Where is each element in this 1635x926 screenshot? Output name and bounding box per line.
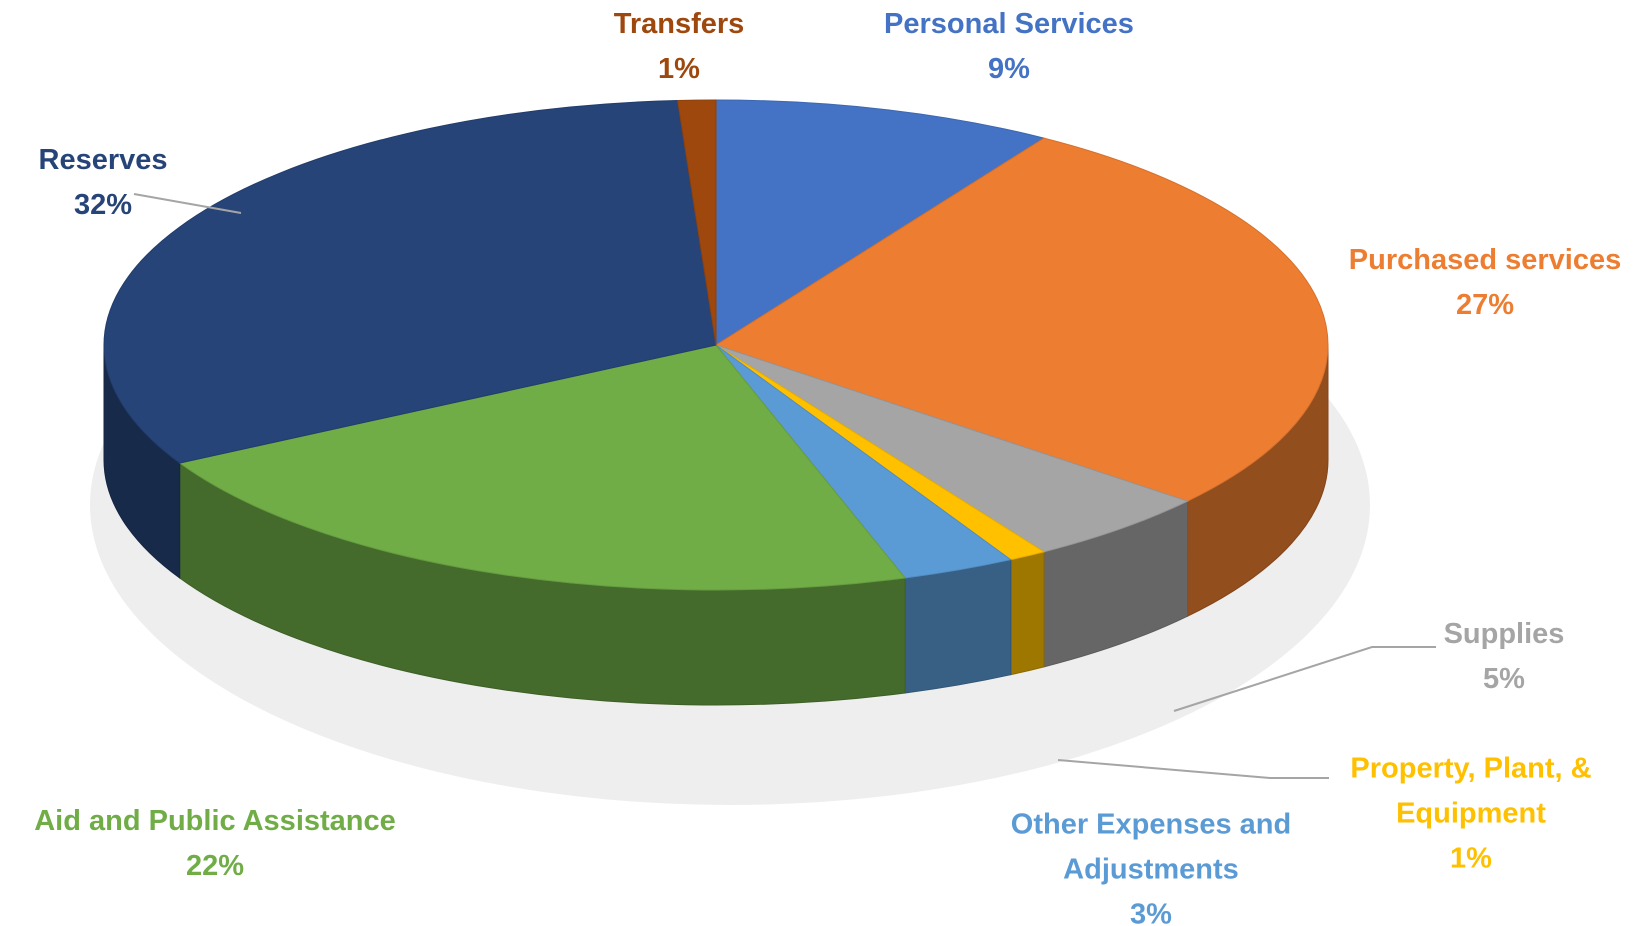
category-label: Property, Plant, & Equipment	[1350, 752, 1592, 830]
pie-slice	[103, 99, 717, 464]
pie-slice	[715, 99, 1046, 346]
value-label: 9%	[988, 53, 1030, 85]
category-label: Supplies	[1443, 618, 1565, 650]
pie-side	[904, 559, 1012, 694]
leader-line	[1057, 759, 1329, 779]
data-label: Property, Plant, & Equipment 1%	[1326, 747, 1616, 882]
category-label: Purchased services	[1348, 244, 1622, 276]
pie-top	[103, 99, 1329, 591]
category-label: Transfers	[613, 8, 745, 40]
category-label: Other Expenses and Adjustments	[1010, 808, 1292, 886]
data-label: Aid and Public Assistance 22%	[5, 799, 425, 889]
pie-slice	[715, 344, 1189, 553]
value-label: 3%	[1130, 898, 1172, 926]
value-label: 32%	[73, 189, 133, 221]
category-label: Aid and Public Assistance	[34, 805, 396, 837]
data-label: Other Expenses and Adjustments 3%	[986, 803, 1316, 926]
data-label: Transfers 1%	[554, 2, 804, 92]
pie-side	[1010, 551, 1045, 676]
data-label: Purchased services 27%	[1285, 238, 1635, 328]
value-label: 1%	[658, 53, 700, 85]
leader-line	[133, 193, 242, 214]
pie-slice	[178, 344, 907, 591]
leader-line	[1173, 646, 1436, 712]
category-label: Reserves	[38, 144, 168, 176]
value-label: 1%	[1450, 842, 1492, 875]
category-label: Personal Services	[884, 8, 1134, 40]
data-label: Supplies 5%	[1354, 612, 1635, 702]
value-label: 27%	[1455, 289, 1515, 321]
value-label: 5%	[1483, 663, 1525, 695]
pie-slice	[676, 99, 717, 346]
value-label: 22%	[185, 850, 245, 882]
data-label: Reserves 32%	[3, 138, 203, 228]
pie-slice	[714, 137, 1329, 502]
data-label: Personal Services 9%	[809, 2, 1209, 92]
